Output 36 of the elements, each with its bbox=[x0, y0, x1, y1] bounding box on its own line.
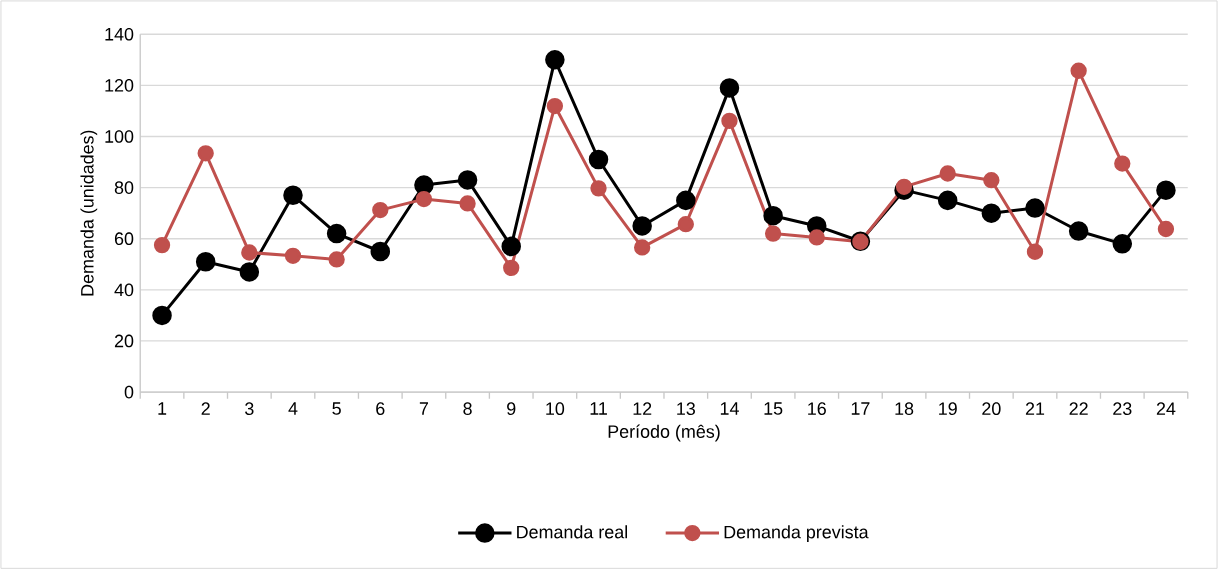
y-tick-label: 120 bbox=[105, 78, 134, 92]
x-tick-label: 12 bbox=[633, 402, 652, 415]
x-tick-label: 1 bbox=[158, 402, 167, 415]
y-tick-label: 20 bbox=[114, 334, 134, 348]
y-axis-title: Demanda (unidades) bbox=[80, 130, 98, 296]
x-tick-label: 2 bbox=[201, 402, 210, 415]
x-tick-label: 3 bbox=[245, 402, 254, 415]
x-tick-label: 22 bbox=[1069, 402, 1088, 415]
x-tick-label: 10 bbox=[546, 402, 565, 415]
y-tick-label: 80 bbox=[114, 181, 134, 194]
y-tick-label: 100 bbox=[105, 130, 134, 143]
x-tick-label: 7 bbox=[419, 402, 429, 415]
x-tick-label: 18 bbox=[895, 402, 914, 415]
x-tick-label: 6 bbox=[376, 402, 385, 415]
x-tick-label: 5 bbox=[332, 402, 341, 415]
y-tick-label: 0 bbox=[124, 385, 134, 399]
x-tick-label: 13 bbox=[677, 402, 695, 415]
x-tick-label: 16 bbox=[808, 402, 826, 415]
x-tick-label: 20 bbox=[982, 402, 1001, 415]
x-tick-label: 19 bbox=[939, 402, 957, 415]
x-tick-label: 15 bbox=[764, 402, 783, 415]
x-axis-title: Período (mês) bbox=[608, 424, 720, 442]
legend-label: Demanda real bbox=[517, 525, 627, 539]
x-tick-label: 24 bbox=[1156, 402, 1176, 415]
x-tick-label: 21 bbox=[1025, 402, 1045, 415]
x-tick-label: 8 bbox=[463, 402, 472, 415]
x-tick-label: 23 bbox=[1113, 402, 1132, 415]
x-tick-label: 4 bbox=[288, 402, 298, 415]
legend-label: Demanda prevista bbox=[724, 525, 869, 542]
x-tick-label: 17 bbox=[851, 402, 870, 415]
x-tick-label: 11 bbox=[590, 402, 607, 415]
y-tick-label: 60 bbox=[114, 232, 134, 245]
x-tick-label: 9 bbox=[507, 402, 516, 415]
y-tick-label: 40 bbox=[114, 283, 134, 297]
y-tick-label: 140 bbox=[105, 27, 134, 41]
x-tick-label: 14 bbox=[720, 402, 739, 415]
